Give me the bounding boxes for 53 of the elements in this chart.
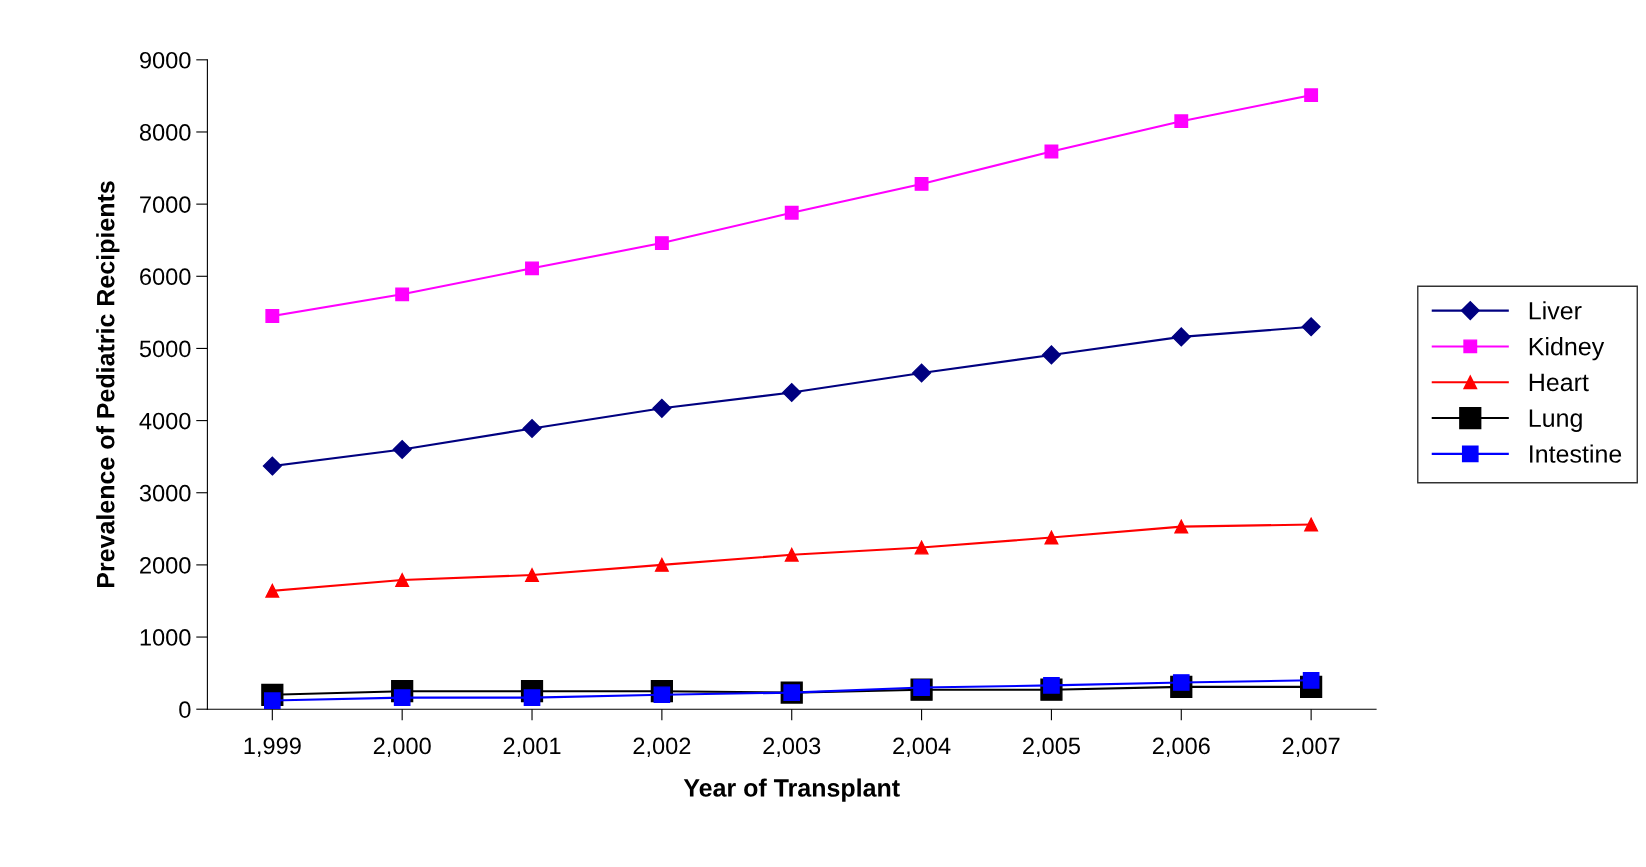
- point: [654, 557, 669, 572]
- point: [914, 176, 929, 191]
- point: [654, 236, 669, 251]
- point: [1044, 144, 1059, 159]
- point: [525, 568, 539, 582]
- point: [652, 398, 672, 418]
- point: [1171, 327, 1191, 347]
- x-tick-label: 2,002: [633, 737, 691, 758]
- x-tick-label: 2,001: [503, 737, 561, 758]
- y-tick-label: 0: [179, 701, 191, 718]
- point: [265, 583, 280, 598]
- x-tick-label: 2,007: [1282, 737, 1340, 758]
- x-tick-label: 2,006: [1152, 737, 1210, 758]
- point: [784, 205, 799, 220]
- y-tick-label: 8000: [139, 124, 191, 141]
- y-tick-label: 3000: [139, 484, 191, 502]
- x-axis-title: Year of Transplant: [683, 778, 900, 802]
- y-tick-label: 7000: [140, 196, 191, 213]
- y-tick-label: 5000: [139, 340, 191, 358]
- legend-label: Lung: [1529, 409, 1582, 432]
- point: [1304, 88, 1319, 103]
- legend-label: Kidney: [1529, 337, 1605, 361]
- legend-label: Intestine: [1530, 444, 1622, 463]
- point: [784, 547, 799, 562]
- point: [782, 382, 802, 402]
- y-tick-label: 6000: [140, 268, 191, 286]
- point: [395, 573, 410, 587]
- legend-label: Heart: [1529, 373, 1589, 392]
- point: [1044, 530, 1059, 545]
- x-tick-label: 2,003: [763, 737, 821, 758]
- y-tick-label: 2000: [140, 556, 191, 574]
- point: [395, 287, 410, 302]
- y-tick-label: 4000: [139, 412, 191, 430]
- y-axis-title: Prevalence of Pediatric Recipients: [96, 181, 120, 588]
- point: [1174, 519, 1189, 534]
- point: [1304, 517, 1319, 532]
- x-tick-label: 2,000: [373, 737, 431, 758]
- y-tick-label: 9000: [140, 51, 191, 69]
- point: [262, 456, 282, 476]
- point: [1174, 114, 1189, 129]
- point: [914, 540, 929, 555]
- point: [392, 439, 412, 459]
- y-tick-label: 1000: [140, 629, 191, 646]
- x-tick-label: 2,004: [893, 737, 951, 758]
- point: [912, 363, 932, 383]
- point: [525, 261, 539, 276]
- point: [1301, 317, 1321, 337]
- x-tick-label: 1,999: [244, 737, 301, 758]
- point: [265, 309, 280, 323]
- point: [522, 418, 542, 439]
- legend-label: Liver: [1529, 301, 1582, 320]
- x-tick-label: 2,005: [1023, 737, 1080, 758]
- point: [1041, 345, 1061, 365]
